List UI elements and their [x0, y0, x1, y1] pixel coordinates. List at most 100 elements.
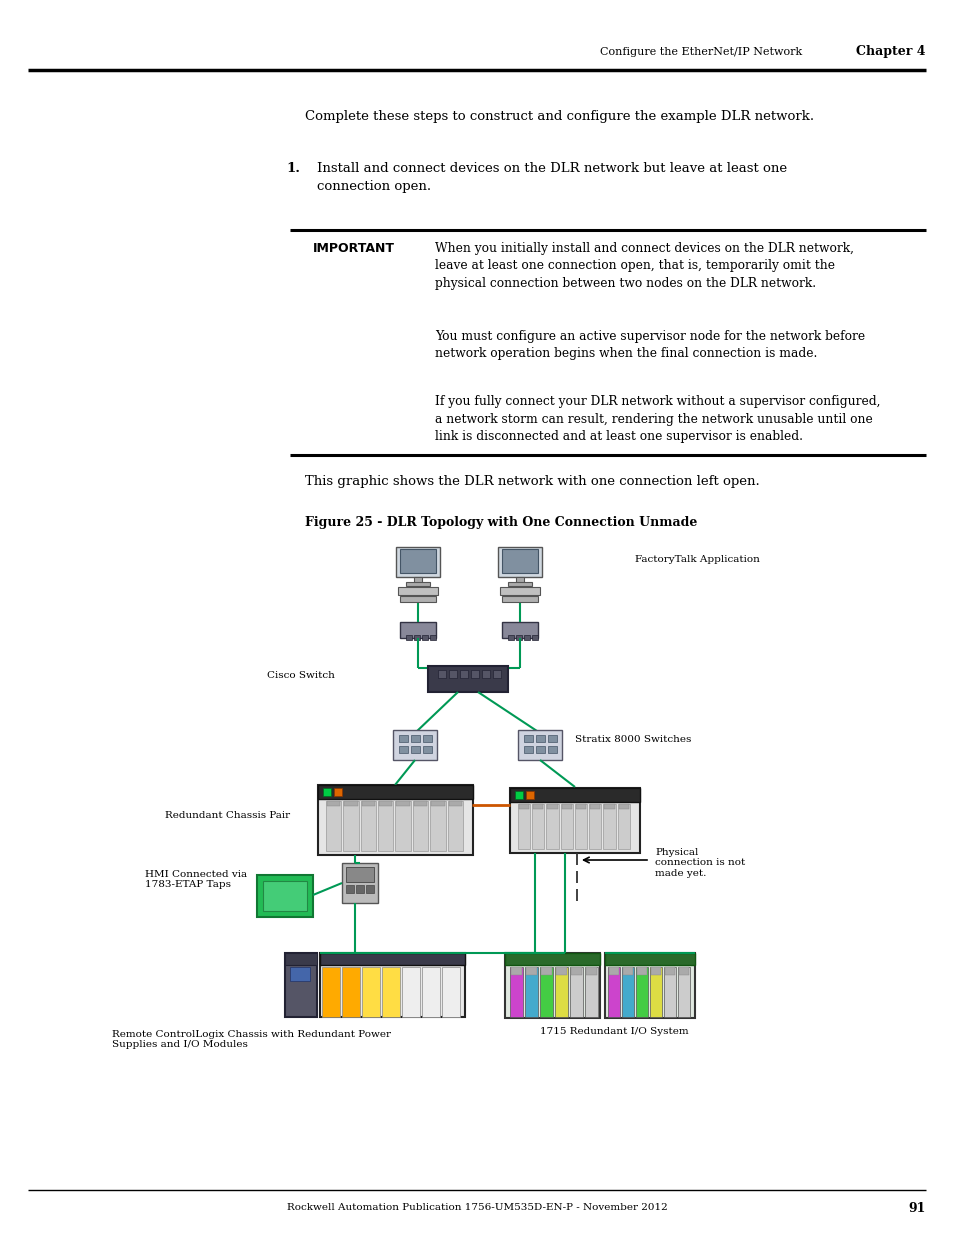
- Bar: [397, 587, 437, 595]
- Bar: [317, 785, 473, 799]
- Bar: [511, 967, 521, 974]
- Bar: [398, 746, 408, 753]
- Text: IMPORTANT: IMPORTANT: [313, 242, 395, 254]
- Bar: [650, 967, 660, 974]
- Bar: [334, 788, 341, 797]
- Bar: [366, 885, 374, 893]
- Text: Figure 25 - DLR Topology with One Connection Unmade: Figure 25 - DLR Topology with One Connec…: [305, 516, 697, 529]
- Bar: [576, 804, 586, 809]
- Bar: [518, 804, 529, 809]
- Bar: [523, 746, 533, 753]
- Bar: [637, 967, 646, 974]
- Bar: [585, 967, 597, 974]
- Bar: [536, 735, 544, 742]
- Bar: [546, 804, 558, 848]
- Text: Physical
connection is not
made yet.: Physical connection is not made yet.: [655, 848, 744, 878]
- Bar: [523, 735, 533, 742]
- Bar: [422, 735, 432, 742]
- Text: Remote ControlLogix Chassis with Redundant Power
Supplies and I/O Modules: Remote ControlLogix Chassis with Redunda…: [112, 1030, 391, 1050]
- Bar: [327, 802, 340, 806]
- Bar: [524, 967, 537, 1016]
- Bar: [604, 953, 695, 1018]
- Bar: [571, 967, 581, 974]
- Bar: [459, 671, 468, 678]
- Bar: [355, 885, 364, 893]
- Text: If you fully connect your DLR network without a supervisor configured,
a network: If you fully connect your DLR network wi…: [435, 395, 880, 443]
- Bar: [449, 671, 456, 678]
- Bar: [560, 804, 573, 848]
- Bar: [493, 671, 500, 678]
- Bar: [406, 635, 412, 640]
- Bar: [323, 788, 331, 797]
- Bar: [447, 802, 462, 851]
- Text: HMI Connected via
1783-ETAP Taps: HMI Connected via 1783-ETAP Taps: [145, 869, 247, 889]
- Bar: [510, 788, 639, 802]
- Bar: [361, 967, 379, 1016]
- Bar: [344, 802, 357, 806]
- Bar: [517, 804, 530, 848]
- Text: Install and connect devices on the DLR network but leave at least one
connection: Install and connect devices on the DLR n…: [316, 162, 786, 193]
- Bar: [256, 876, 313, 918]
- Bar: [532, 804, 544, 848]
- Bar: [569, 967, 582, 1016]
- Bar: [556, 967, 566, 974]
- Bar: [516, 577, 523, 583]
- Bar: [636, 967, 647, 1016]
- Text: Rockwell Automation Publication 1756-UM535D-EN-P - November 2012: Rockwell Automation Publication 1756-UM5…: [286, 1203, 667, 1213]
- Text: You must configure an active supervisor node for the network before
network oper: You must configure an active supervisor …: [435, 330, 864, 361]
- Bar: [361, 802, 375, 806]
- Bar: [515, 790, 522, 799]
- Text: Stratix 8000 Switches: Stratix 8000 Switches: [575, 736, 691, 745]
- Bar: [499, 587, 539, 595]
- Text: 1715 Redundant I/O System: 1715 Redundant I/O System: [539, 1028, 688, 1036]
- Bar: [525, 967, 537, 974]
- Text: When you initially install and connect devices on the DLR network,
leave at leas: When you initially install and connect d…: [435, 242, 853, 290]
- Text: Complete these steps to construct and configure the example DLR network.: Complete these steps to construct and co…: [305, 110, 813, 124]
- Bar: [590, 804, 599, 809]
- Bar: [263, 881, 307, 911]
- Bar: [618, 804, 628, 809]
- Bar: [507, 635, 514, 640]
- Bar: [448, 802, 461, 806]
- Bar: [525, 790, 534, 799]
- Bar: [547, 735, 557, 742]
- Bar: [421, 967, 439, 1016]
- Bar: [604, 804, 614, 809]
- Bar: [533, 804, 543, 809]
- Bar: [395, 802, 411, 851]
- Bar: [679, 967, 688, 974]
- Bar: [584, 967, 598, 1016]
- Text: Redundant Chassis Pair: Redundant Chassis Pair: [165, 810, 290, 820]
- Bar: [414, 635, 419, 640]
- Bar: [346, 867, 374, 882]
- Bar: [399, 597, 436, 601]
- Text: Cisco Switch: Cisco Switch: [267, 671, 335, 679]
- Bar: [608, 967, 618, 974]
- Bar: [589, 804, 601, 848]
- Bar: [360, 802, 375, 851]
- Bar: [532, 635, 537, 640]
- Bar: [411, 746, 419, 753]
- Bar: [430, 635, 436, 640]
- Bar: [414, 802, 427, 806]
- Bar: [678, 967, 689, 1016]
- Bar: [536, 746, 544, 753]
- Bar: [604, 953, 695, 965]
- Bar: [399, 550, 436, 573]
- Bar: [399, 622, 436, 638]
- Bar: [341, 863, 377, 903]
- Bar: [504, 953, 599, 1018]
- Bar: [603, 804, 615, 848]
- Bar: [398, 735, 408, 742]
- Bar: [395, 547, 439, 577]
- Bar: [428, 666, 507, 692]
- Bar: [555, 967, 567, 1016]
- Bar: [471, 671, 478, 678]
- Bar: [396, 802, 410, 806]
- Bar: [501, 622, 537, 638]
- Text: This graphic shows the DLR network with one connection left open.: This graphic shows the DLR network with …: [305, 475, 759, 488]
- Bar: [319, 953, 464, 965]
- Bar: [377, 802, 393, 851]
- Bar: [317, 785, 473, 855]
- Bar: [290, 967, 310, 981]
